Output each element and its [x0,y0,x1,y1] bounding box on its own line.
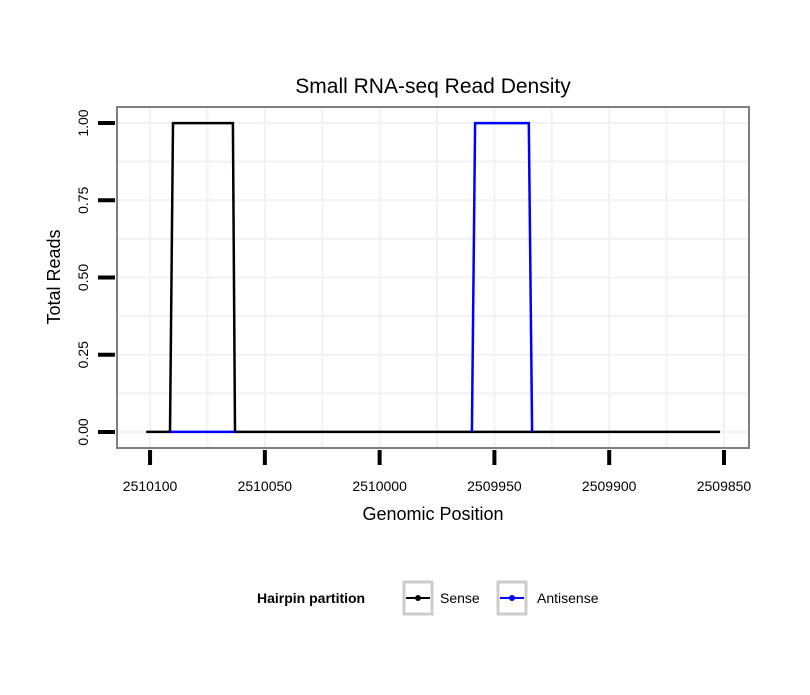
y-tick-label: 1.00 [75,109,91,136]
x-tick-label: 2510100 [123,478,178,494]
x-axis-label: Genomic Position [362,504,503,524]
series-line-sense [146,121,721,434]
legend-title: Hairpin partition [257,590,365,606]
legend-key-antisense-icon [509,595,515,601]
x-tick-label: 2509950 [467,478,522,494]
x-tick-label: 2509900 [582,478,637,494]
x-tick-label: 2510050 [238,478,293,494]
y-axis-label: Total Reads [44,229,64,324]
y-tick-label: 0.75 [75,186,91,213]
legend-label-antisense: Antisense [537,590,599,606]
chart-title: Small RNA-seq Read Density [295,75,571,98]
legend-key-sense-icon [415,595,421,601]
y-tick-label: 0.00 [75,418,91,445]
legend: Hairpin partition Sense Antisense [257,580,599,616]
legend-item-sense: Sense [402,580,480,616]
x-tick-label: 2510000 [352,478,407,494]
y-tick-label: 0.25 [75,341,91,368]
plot-panel [116,106,750,449]
y-tick-label: 0.50 [75,264,91,291]
legend-label-sense: Sense [440,590,480,606]
series-line-antisense [170,121,534,434]
x-tick-label: 2509850 [697,478,752,494]
legend-item-antisense: Antisense [496,580,599,616]
